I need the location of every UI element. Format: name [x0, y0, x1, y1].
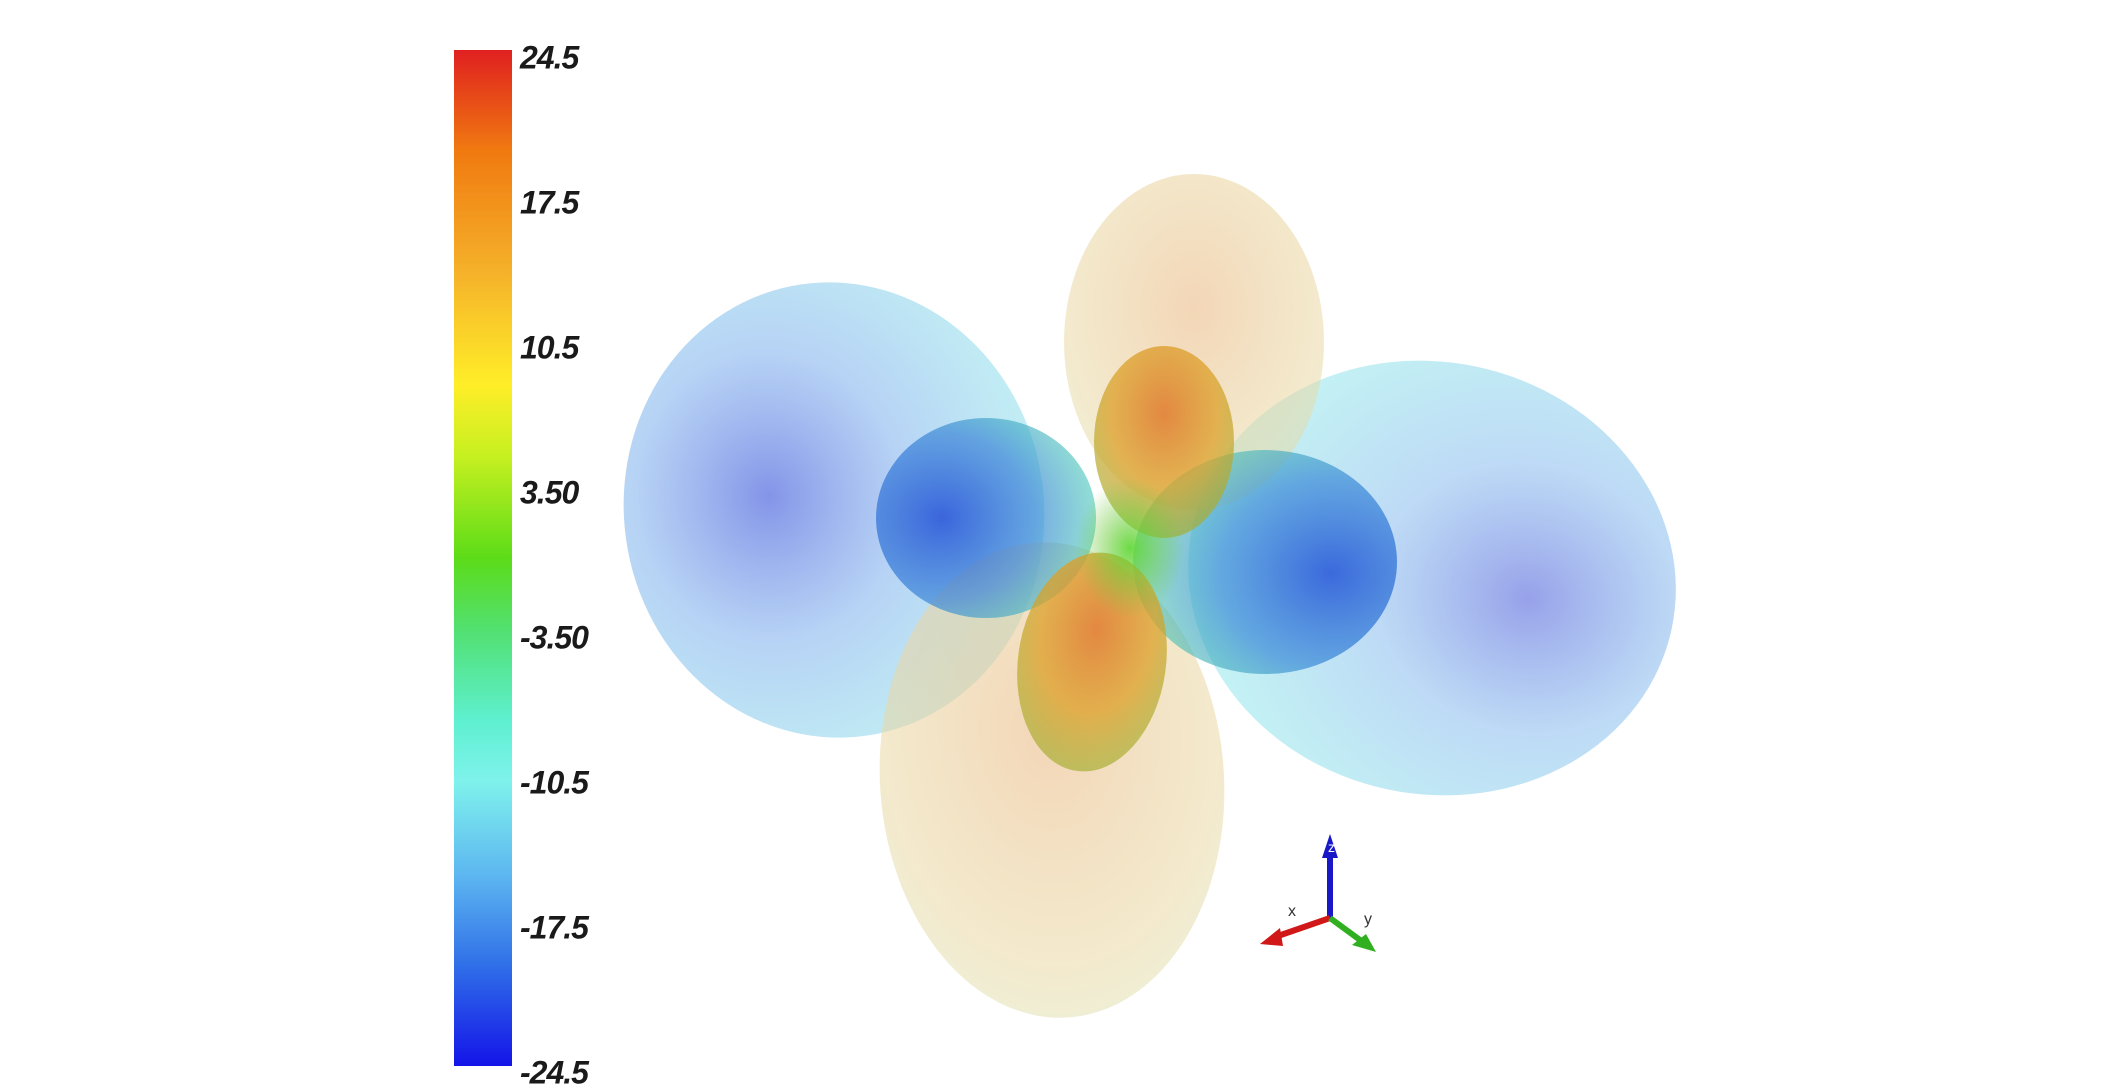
colorbar	[454, 50, 514, 1066]
nodal-center	[1075, 478, 1185, 618]
axes-triad: x y z	[1260, 834, 1376, 952]
colorbar-tick-label: -10.5	[520, 764, 589, 801]
z-axis-arrow-icon	[1322, 834, 1338, 858]
colorbar-tick-label: 10.5	[520, 329, 579, 366]
colorbar-tick-label: 24.5	[520, 39, 579, 76]
colorbar-tick-label: 3.50	[520, 474, 579, 511]
axis-label-y: y	[1364, 911, 1372, 928]
axis-label-x: x	[1288, 903, 1296, 920]
inner-lobe-negative-left	[876, 418, 1096, 618]
colorbar-tick-label: 17.5	[520, 184, 579, 221]
colorbar-tick-label: -17.5	[520, 909, 589, 946]
colorbar-tick-label: -24.5	[520, 1054, 589, 1091]
colorbar-tick-label: -3.50	[520, 619, 589, 656]
colorbar-gradient	[454, 50, 512, 1066]
y-axis-arrow-icon	[1352, 934, 1376, 952]
axis-label-z: z	[1328, 839, 1335, 855]
x-axis-arrow-icon	[1260, 928, 1283, 946]
